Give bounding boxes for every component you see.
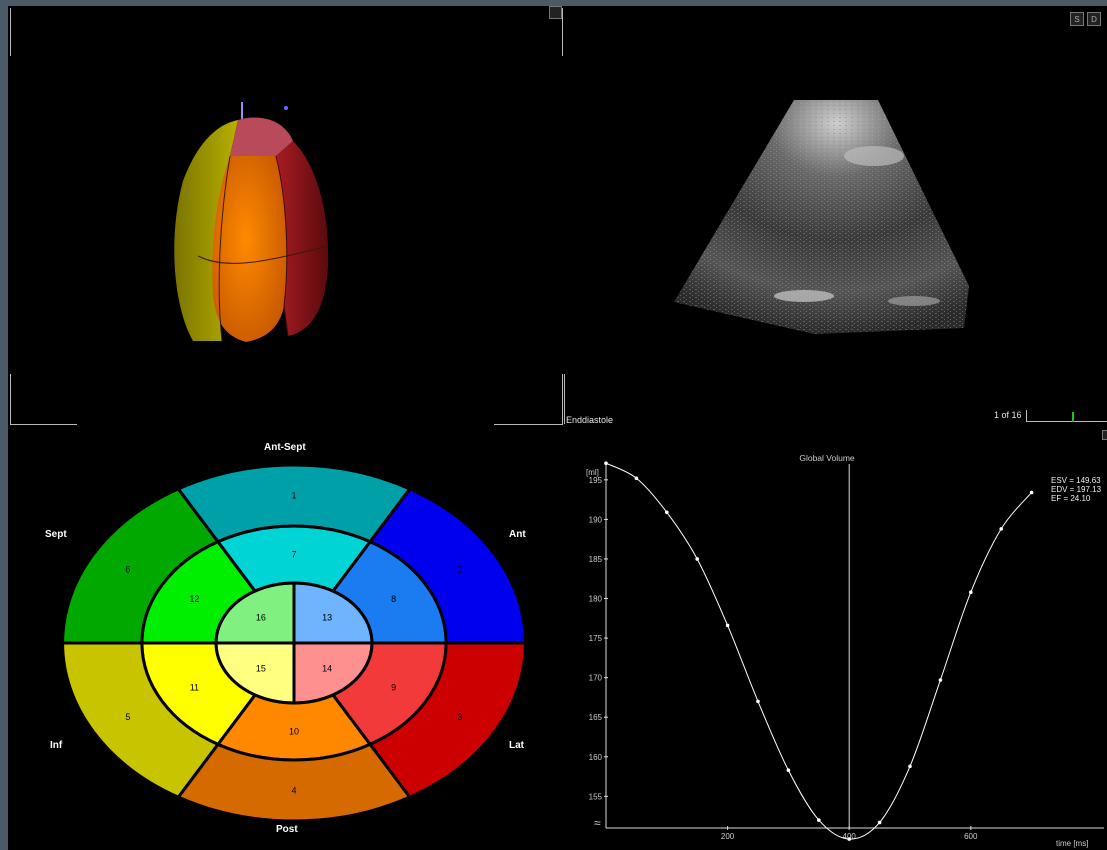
data-point xyxy=(665,510,669,515)
d-view-button[interactable]: D xyxy=(1087,12,1101,26)
data-point xyxy=(938,678,943,682)
segment-label: 7 xyxy=(291,550,296,560)
stat-annotation: ESV = 149.63 xyxy=(1051,476,1101,485)
segment-label: 6 xyxy=(125,564,130,574)
y-axis-label: [ml] xyxy=(586,468,599,477)
y-tick-label: 160 xyxy=(589,753,603,762)
chart-title: Global Volume xyxy=(799,453,855,463)
volume-curve xyxy=(605,462,1032,840)
ultrasound-image[interactable] xyxy=(664,96,1024,336)
x-tick-label: 600 xyxy=(964,832,978,841)
segment-label: 12 xyxy=(189,594,199,604)
global-volume-chart: Global Volume [ml] time [ms] ≈ 155 160 165… xyxy=(586,453,1104,848)
data-point xyxy=(786,768,791,773)
frame-slider[interactable] xyxy=(1026,410,1107,422)
axis-break-icon: ≈ xyxy=(594,816,601,830)
label-ant-sept: Ant-Sept xyxy=(264,442,306,453)
data-point xyxy=(847,837,851,841)
frame-counter: 1 of 16 xyxy=(994,410,1022,420)
ultrasound-pane[interactable]: S D xyxy=(564,6,1107,428)
bullseye-pane: Ant-Sept Sept Inf Ant Lat Post 13 14 15 16 8… xyxy=(8,428,564,850)
segment-label: 11 xyxy=(190,682,199,692)
stat-annotation: EDV = 197.13 xyxy=(1051,485,1102,494)
y-tick-label: 185 xyxy=(589,555,603,564)
segment-label: 4 xyxy=(291,786,296,796)
maximize-pane-button[interactable] xyxy=(549,6,562,19)
frame-slider-thumb[interactable] xyxy=(1072,412,1074,422)
segment-label: 14 xyxy=(322,663,332,673)
y-tick-label: 175 xyxy=(589,634,603,643)
segment-1[interactable] xyxy=(175,463,413,544)
segment-label: 8 xyxy=(391,594,396,604)
s-view-button[interactable]: S xyxy=(1070,12,1084,26)
y-tick-label: 190 xyxy=(589,515,603,524)
label-post: Post xyxy=(276,824,298,835)
viewer-frame: S D xyxy=(8,6,1107,850)
data-point xyxy=(817,818,821,822)
corner-bracket xyxy=(494,374,563,425)
model-3d-pane[interactable] xyxy=(8,6,564,428)
segment-label: 9 xyxy=(391,682,396,692)
y-tick-label: 195 xyxy=(589,476,603,485)
label-ant: Ant xyxy=(509,529,526,540)
data-point xyxy=(999,527,1003,531)
corner-bracket xyxy=(10,8,12,56)
label-sept: Sept xyxy=(45,529,67,540)
segment-label: 2 xyxy=(458,564,463,574)
segment-label: 10 xyxy=(289,727,299,737)
y-tick-label: 155 xyxy=(589,792,603,801)
segment-label: 13 xyxy=(322,613,332,623)
x-tick-label: 400 xyxy=(843,832,857,841)
y-tick-label: 170 xyxy=(589,674,603,683)
data-point xyxy=(634,476,639,481)
x-axis-label: time [ms] xyxy=(1056,839,1088,848)
corner-bracket xyxy=(562,8,564,56)
data-point xyxy=(695,557,699,561)
bullseye-plot: 13 14 15 16 8 9 10 11 12 7 2 3 4 5 6 1 xyxy=(61,463,527,823)
data-point xyxy=(969,590,973,594)
data-point xyxy=(604,461,608,466)
label-inf: Inf xyxy=(50,740,63,751)
y-tick-label: 165 xyxy=(589,713,603,722)
segment-label: 16 xyxy=(256,613,266,623)
segment-label: 3 xyxy=(458,712,463,722)
data-point xyxy=(1029,490,1034,495)
y-tick-label: 180 xyxy=(589,595,603,604)
corner-bracket xyxy=(10,374,77,425)
corner-bracket xyxy=(564,374,565,424)
segment-label: 5 xyxy=(125,712,130,722)
phase-label: Enddiastole xyxy=(566,415,614,425)
data-point xyxy=(725,623,730,628)
maximize-chart-button[interactable] xyxy=(1102,430,1107,440)
data-point xyxy=(756,699,760,704)
segment-label: 15 xyxy=(256,663,266,673)
axis-marker xyxy=(284,106,288,110)
x-tick-label: 200 xyxy=(721,832,735,841)
chart-pane: Global Volume [ml] time [ms] ≈ 155 160 165… xyxy=(564,428,1107,850)
segment-label: 1 xyxy=(291,491,296,501)
left-ventricle-3d-model[interactable] xyxy=(158,96,338,346)
stat-annotation: EF = 24.10 xyxy=(1051,494,1091,503)
label-lat: Lat xyxy=(509,740,524,751)
data-point xyxy=(877,820,882,825)
data-point xyxy=(908,764,912,769)
